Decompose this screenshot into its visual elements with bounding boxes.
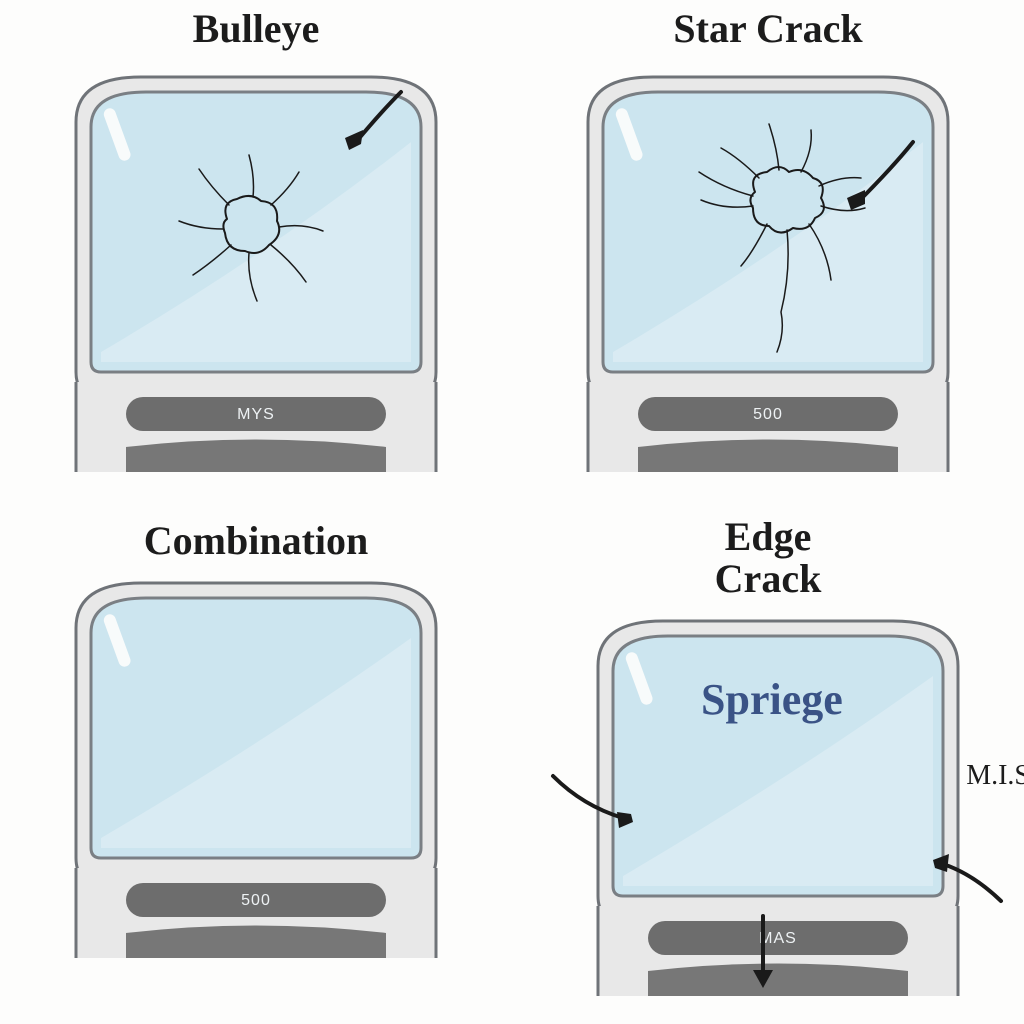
panel-combination: Combination 500: [0, 512, 512, 1024]
grille-text: MYS: [237, 406, 275, 423]
windshield-combination: 500: [41, 558, 471, 958]
panel-bulleye: Bulleye MYS: [0, 0, 512, 512]
grille-text: 500: [241, 892, 271, 909]
windshield-bulleye: MYS: [41, 52, 471, 472]
panel-title: Bulleye: [193, 8, 320, 50]
windshield-edge: MAS Spriege: [553, 596, 983, 976]
brand-overlay: Spriege: [701, 674, 843, 725]
windshield-star: 500: [553, 52, 983, 472]
grille-text: 500: [753, 406, 783, 423]
panel-title: Combination: [144, 520, 369, 562]
panel-star-crack: Star Crack 500: [512, 0, 1024, 512]
panel-title: Edge Crack: [715, 516, 822, 600]
panel-edge-crack: Edge Crack MAS: [512, 512, 1024, 1024]
panel-title: Star Crack: [673, 8, 862, 50]
infographic-grid: Bulleye MYS: [0, 0, 1024, 1024]
side-label: M.I.S: [966, 760, 1024, 792]
